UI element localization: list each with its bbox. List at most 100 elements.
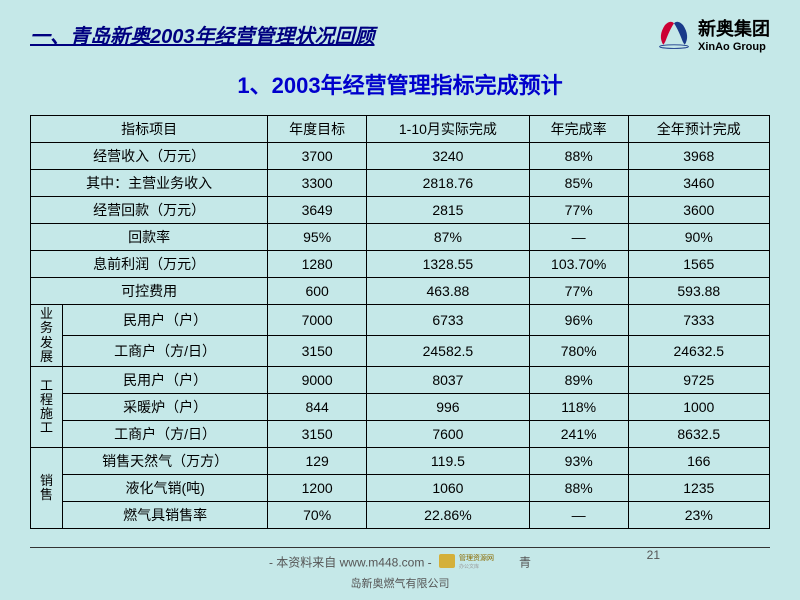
table-row: 业务发展民用户（户）7000673396%7333: [31, 305, 770, 336]
cell-label: 经营收入（万元）: [31, 143, 268, 170]
col-indicator: 指标项目: [31, 116, 268, 143]
cell-actual: 1060: [367, 475, 530, 502]
cell-target: 3300: [268, 170, 367, 197]
group-cell: 工程施工: [31, 367, 63, 448]
cell-label: 息前利润（万元）: [31, 251, 268, 278]
cell-actual: 24582.5: [367, 336, 530, 367]
cell-actual: 1328.55: [367, 251, 530, 278]
logo-text-cn: 新奥集团: [698, 15, 770, 41]
cell-actual: 87%: [367, 224, 530, 251]
slide-footer: - 本资料来自 www.m448.com - 管理资源网 办公文库 青 21 岛…: [0, 547, 800, 592]
footer-extra2: 岛新奥燃气有限公司: [351, 578, 450, 590]
cell-actual: 119.5: [367, 448, 530, 475]
cell-rate: 85%: [529, 170, 628, 197]
logo-text-en: XinAo Group: [698, 41, 770, 53]
slide-header: 一、青岛新奥2003年经营管理状况回顾 新奥集团 XinAo Group: [0, 0, 800, 58]
cell-rate: 118%: [529, 394, 628, 421]
cell-forecast: 24632.5: [628, 336, 769, 367]
cell-rate: —: [529, 502, 628, 529]
cell-forecast: 9725: [628, 367, 769, 394]
cell-label: 可控费用: [31, 278, 268, 305]
cell-rate: 77%: [529, 278, 628, 305]
cell-target: 1280: [268, 251, 367, 278]
cell-target: 3649: [268, 197, 367, 224]
cell-actual: 6733: [367, 305, 530, 336]
cell-rate: 93%: [529, 448, 628, 475]
cell-rate: 96%: [529, 305, 628, 336]
cell-label: 工商户（方/日）: [63, 336, 268, 367]
cell-label: 燃气具销售率: [63, 502, 268, 529]
cell-forecast: 593.88: [628, 278, 769, 305]
cell-forecast: 1235: [628, 475, 769, 502]
cell-forecast: 3600: [628, 197, 769, 224]
col-target: 年度目标: [268, 116, 367, 143]
svg-text:办公文库: 办公文库: [459, 563, 479, 570]
footer-brand-logo: 管理资源网 办公文库: [439, 552, 499, 575]
cell-rate: 88%: [529, 143, 628, 170]
cell-actual: 22.86%: [367, 502, 530, 529]
cell-forecast: 1000: [628, 394, 769, 421]
footer-source-suffix: -: [428, 555, 432, 569]
table-row: 液化气销(吨)1200106088%1235: [31, 475, 770, 502]
cell-target: 129: [268, 448, 367, 475]
col-forecast: 全年预计完成: [628, 116, 769, 143]
cell-forecast: 3460: [628, 170, 769, 197]
footer-extra: 青: [519, 555, 531, 569]
cell-forecast: 1565: [628, 251, 769, 278]
cell-target: 3150: [268, 336, 367, 367]
cell-target: 3150: [268, 421, 367, 448]
cell-target: 70%: [268, 502, 367, 529]
cell-label: 民用户（户）: [63, 367, 268, 394]
cell-target: 95%: [268, 224, 367, 251]
section-title: 一、青岛新奥2003年经营管理状况回顾: [30, 20, 375, 49]
cell-rate: 88%: [529, 475, 628, 502]
table-row: 其中：主营业务收入33002818.7685%3460: [31, 170, 770, 197]
table-row: 工程施工民用户（户）9000803789%9725: [31, 367, 770, 394]
cell-forecast: 23%: [628, 502, 769, 529]
table-row: 息前利润（万元）12801328.55103.70%1565: [31, 251, 770, 278]
cell-label: 经营回款（万元）: [31, 197, 268, 224]
table-header-row: 指标项目 年度目标 1-10月实际完成 年完成率 全年预计完成: [31, 116, 770, 143]
company-logo: 新奥集团 XinAo Group: [656, 15, 770, 53]
cell-actual: 8037: [367, 367, 530, 394]
cell-forecast: 166: [628, 448, 769, 475]
table-row: 工商户（方/日）315024582.5780%24632.5: [31, 336, 770, 367]
data-table-container: 指标项目 年度目标 1-10月实际完成 年完成率 全年预计完成 经营收入（万元）…: [0, 115, 800, 529]
cell-rate: 103.70%: [529, 251, 628, 278]
group-cell: 销售: [31, 448, 63, 529]
logo-icon: [656, 19, 692, 49]
cell-label: 民用户（户）: [63, 305, 268, 336]
table-row: 经营回款（万元）3649281577%3600: [31, 197, 770, 224]
footer-source-url: www.m448.com: [340, 555, 425, 569]
cell-rate: 241%: [529, 421, 628, 448]
cell-label: 采暖炉（户）: [63, 394, 268, 421]
cell-target: 7000: [268, 305, 367, 336]
cell-actual: 7600: [367, 421, 530, 448]
cell-actual: 996: [367, 394, 530, 421]
slide-subtitle: 1、2003年经营管理指标完成预计: [0, 68, 800, 100]
cell-target: 844: [268, 394, 367, 421]
cell-forecast: 8632.5: [628, 421, 769, 448]
cell-label: 销售天然气（万方）: [63, 448, 268, 475]
footer-source-prefix: - 本资料来自: [269, 555, 336, 569]
cell-target: 3700: [268, 143, 367, 170]
cell-actual: 3240: [367, 143, 530, 170]
cell-rate: 77%: [529, 197, 628, 224]
table-row: 回款率95%87%—90%: [31, 224, 770, 251]
cell-actual: 2818.76: [367, 170, 530, 197]
cell-rate: 780%: [529, 336, 628, 367]
cell-forecast: 90%: [628, 224, 769, 251]
table-body: 经营收入（万元）3700324088%3968其中：主营业务收入33002818…: [31, 143, 770, 529]
col-actual: 1-10月实际完成: [367, 116, 530, 143]
cell-forecast: 3968: [628, 143, 769, 170]
cell-rate: 89%: [529, 367, 628, 394]
cell-target: 1200: [268, 475, 367, 502]
table-row: 可控费用600463.8877%593.88: [31, 278, 770, 305]
cell-target: 9000: [268, 367, 367, 394]
cell-target: 600: [268, 278, 367, 305]
col-rate: 年完成率: [529, 116, 628, 143]
cell-actual: 2815: [367, 197, 530, 224]
cell-label: 其中：主营业务收入: [31, 170, 268, 197]
table-row: 销售销售天然气（万方）129119.593%166: [31, 448, 770, 475]
kpi-table: 指标项目 年度目标 1-10月实际完成 年完成率 全年预计完成 经营收入（万元）…: [30, 115, 770, 529]
